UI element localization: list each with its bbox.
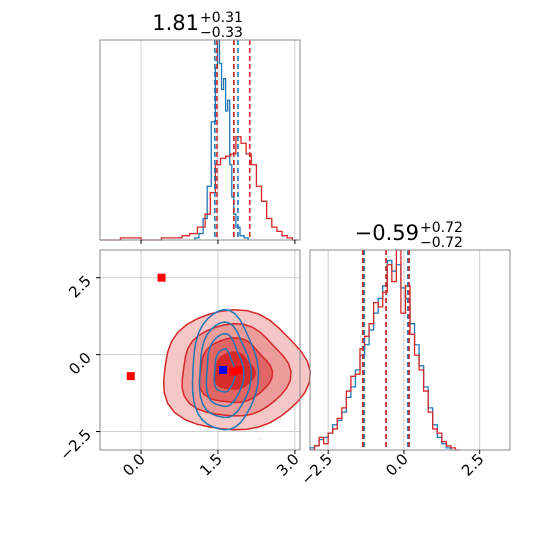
marker-square — [229, 367, 238, 376]
x-tick-label: −2.5 — [298, 450, 336, 488]
histogram-step-line — [194, 39, 249, 240]
marker-square — [157, 273, 166, 282]
marginal-x-frame — [99, 39, 301, 241]
y-tick-label: 2.5 — [65, 272, 95, 302]
marker-square — [126, 372, 135, 381]
histogram-step-line — [309, 259, 452, 450]
contour-level — [205, 332, 245, 407]
marginal-y-title-minus: −0.72 — [420, 235, 463, 251]
marginal-y-title-median: −0.59 — [355, 221, 419, 245]
marker-square — [234, 366, 243, 374]
marginal-y-frame — [309, 249, 511, 451]
marginal-y-title-plus: +0.72 — [420, 220, 463, 236]
marginal-histogram-y: −2.5 0.0 2.5 −0.59 +0.72 −0.72 — [298, 220, 511, 489]
contour-level — [198, 321, 253, 419]
marginal-x-title-median: 1.81 — [152, 11, 199, 35]
contour-level — [213, 348, 237, 393]
y-tick-label: 0.0 — [65, 349, 95, 379]
x-tick-label: 0.0 — [119, 450, 149, 480]
marker-square — [219, 366, 228, 374]
x-tick-label: 1.5 — [196, 450, 226, 480]
sample-point — [279, 418, 282, 421]
joint-frame — [99, 249, 301, 451]
marginal-x-title-minus: −0.33 — [200, 25, 243, 41]
x-tick-label: 2.5 — [458, 450, 488, 480]
contour-level — [191, 308, 260, 431]
marginal-histogram-x: 1.81 +0.31 −0.33 — [99, 10, 301, 244]
x-tick-label: 0.0 — [382, 450, 412, 480]
histogram-step-line — [310, 249, 460, 451]
y-tick-label: −2.5 — [56, 426, 94, 464]
sample-point — [259, 437, 262, 440]
histogram-step-line — [100, 136, 298, 241]
joint-contour-panel: 0.0 1.5 3.0−2.50.02.5 — [56, 249, 312, 480]
marginal-x-title-plus: +0.31 — [200, 10, 243, 26]
